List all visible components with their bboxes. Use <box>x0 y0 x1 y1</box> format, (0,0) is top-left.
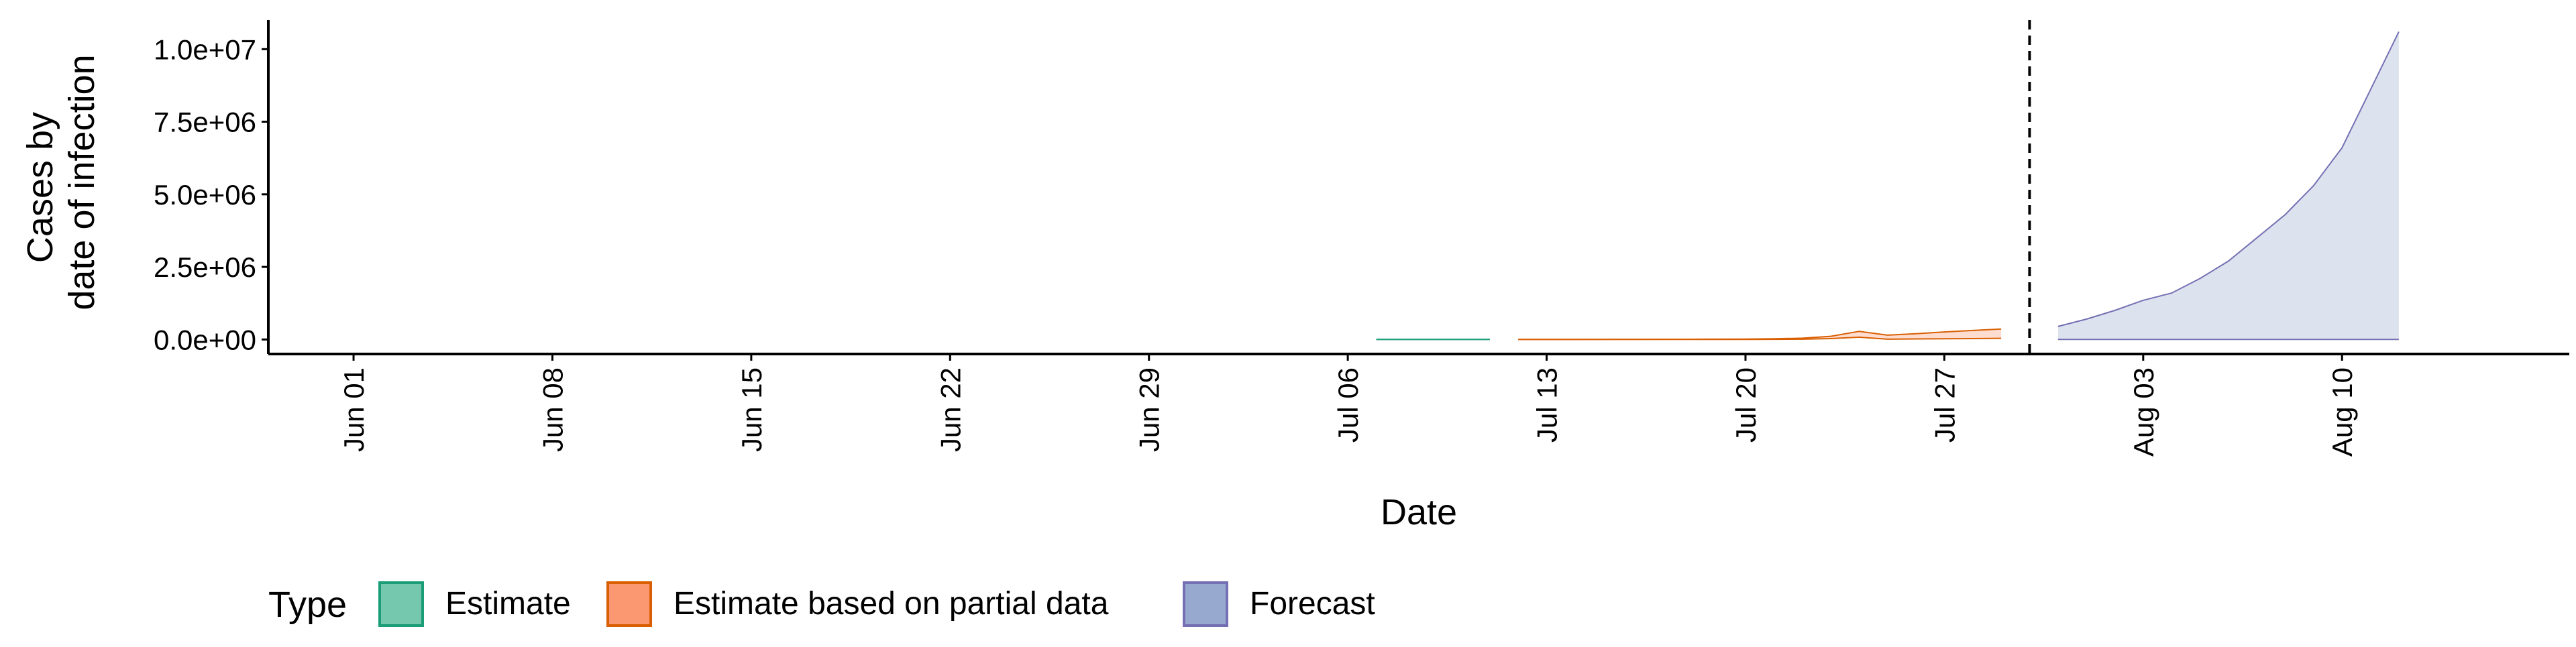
y-tick-label: 0.0e+00 <box>154 324 256 355</box>
x-tick-label: Jul 27 <box>1929 367 1960 443</box>
x-tick-label: Jul 06 <box>1332 367 1364 443</box>
legend-key-estimate-based-on-partial-data <box>606 581 652 627</box>
legend: Type Estimate Estimate based on partial d… <box>268 581 1375 627</box>
x-tick-label: Jun 15 <box>736 367 767 452</box>
series-area-estimate-based-on-partial-data <box>1518 329 2002 340</box>
y-axis-title-line-1: Cases by <box>20 112 60 263</box>
x-tick-label: Jul 20 <box>1730 367 1762 443</box>
x-tick-label: Jun 08 <box>537 367 568 452</box>
y-tick-label: 5.0e+06 <box>154 179 256 211</box>
x-tick-label: Aug 10 <box>2326 367 2358 457</box>
y-axis-title-line-2: date of infection <box>62 54 102 310</box>
x-tick-label: Jun 22 <box>934 367 966 452</box>
y-tick-label: 7.5e+06 <box>154 107 256 138</box>
x-tick-label: Aug 03 <box>2128 367 2159 457</box>
series-upper-line-forecast <box>2057 31 2400 327</box>
x-tick-label: Jun 29 <box>1134 367 1165 452</box>
series-area-forecast <box>2057 32 2399 340</box>
x-tick-label: Jun 01 <box>338 367 370 452</box>
legend-key-forecast <box>1183 581 1228 627</box>
y-tick-label: 2.5e+06 <box>154 251 256 283</box>
legend-label-forecast: Forecast <box>1250 586 1375 622</box>
y-axis: 0.0e+00 2.5e+06 5.0e+06 7.5e+06 1.0e+07 <box>154 20 270 355</box>
series-lower-line-estimate-based-on-partial-data <box>1518 336 2002 341</box>
x-axis: Jun 01 Jun 08 Jun 15 Jun 22 Jun 29 Jul 06 Jul … <box>268 353 2569 457</box>
legend-label-estimate-based-on-partial-data: Estimate based on partial data <box>674 586 1109 622</box>
legend-key-estimate <box>378 581 424 627</box>
y-axis-title: Cases by date of infection <box>20 54 102 310</box>
y-tick-label: 1.0e+07 <box>154 34 256 65</box>
legend-label-estimate: Estimate <box>445 586 571 622</box>
legend-title: Type <box>268 585 347 625</box>
x-tick-label: Jul 13 <box>1532 367 1563 443</box>
plot-area <box>1376 31 2400 341</box>
x-axis-title: Date <box>1381 492 1457 532</box>
